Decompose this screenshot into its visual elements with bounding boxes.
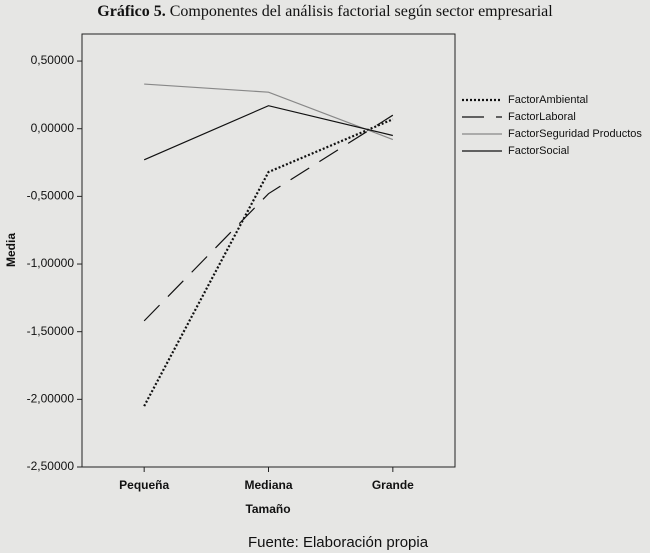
y-tick-label: -2,00000 (27, 392, 75, 406)
legend-label: FactorSocial (508, 145, 569, 157)
y-tick-label: 0,00000 (31, 121, 75, 135)
series-line (144, 83, 394, 141)
y-tick-label: -2,50000 (27, 459, 75, 473)
y-tick-label: -0,50000 (27, 189, 75, 203)
y-axis-label: Media (4, 233, 18, 267)
legend-label: FactorAmbiental (508, 94, 588, 106)
y-tick-label: 0,50000 (31, 53, 75, 67)
source: Fuente: Elaboración propia (248, 534, 429, 551)
x-tick-label: Mediana (244, 478, 292, 492)
legend-label: FactorSeguridad Productos (508, 128, 642, 140)
title-text: Componentes del análisis factorial según… (170, 3, 554, 20)
x-axis-label: Tamaño (245, 502, 290, 516)
y-tick-label: -1,00000 (27, 256, 75, 270)
y-tick-label: -1,50000 (27, 324, 75, 338)
title-label: Gráfico 5. (97, 3, 165, 20)
x-tick-label: Grande (372, 478, 414, 492)
legend-label: FactorLaboral (508, 111, 576, 123)
x-tick-label: Pequeña (119, 478, 169, 492)
series-line (143, 105, 393, 161)
series-line (143, 118, 394, 407)
series-line (143, 114, 394, 322)
chart-title: Gráfico 5. Componentes del análisis fact… (97, 3, 553, 20)
